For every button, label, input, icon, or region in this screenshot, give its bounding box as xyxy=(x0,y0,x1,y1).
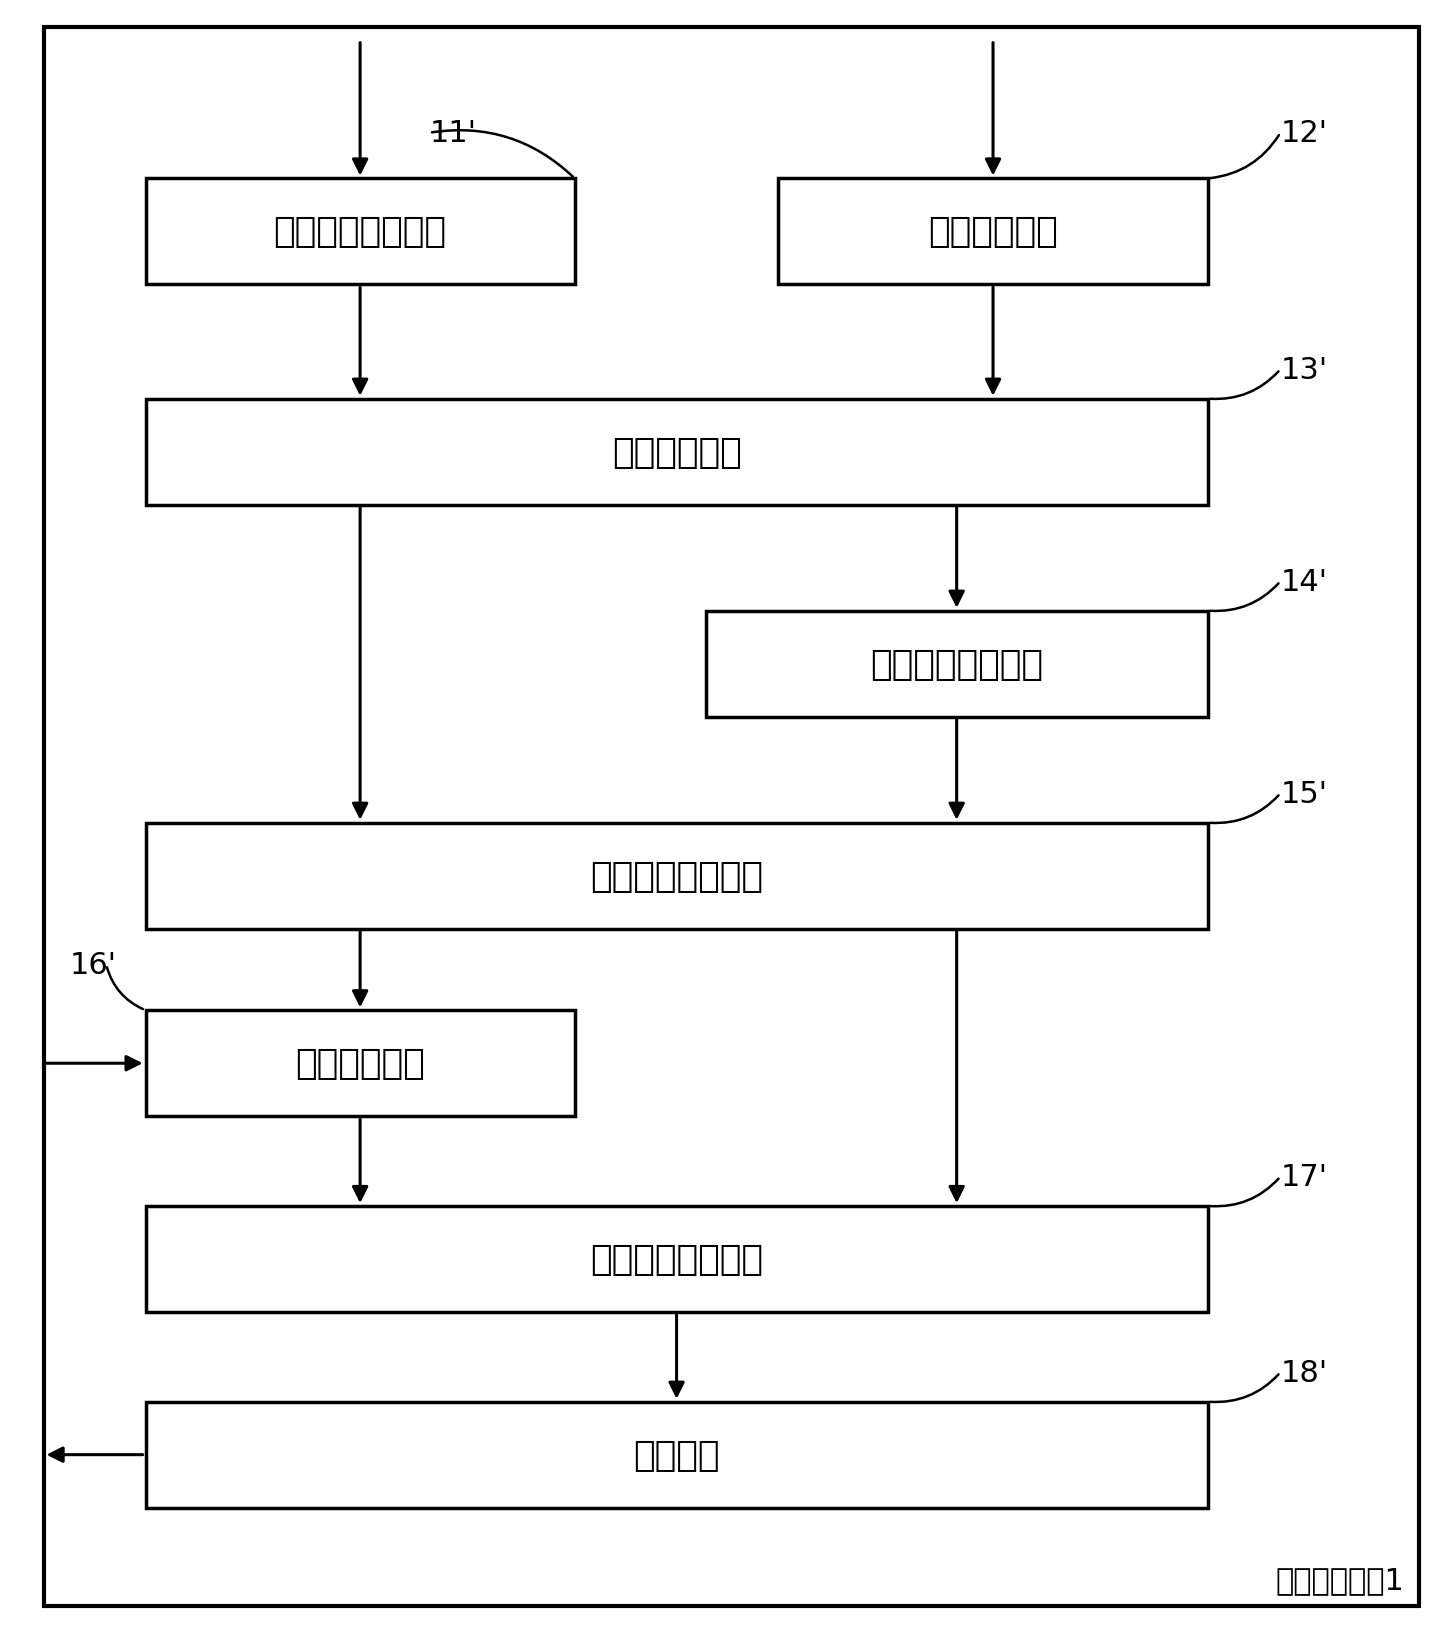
Bar xyxy=(146,1011,575,1117)
Bar xyxy=(706,611,1208,717)
Text: 第一位置确定装置: 第一位置确定装置 xyxy=(591,1242,762,1276)
Text: 12': 12' xyxy=(1280,119,1327,148)
Text: 16': 16' xyxy=(70,950,116,980)
Text: 提供装置: 提供装置 xyxy=(633,1438,720,1472)
Text: 第二关系建立装置: 第二关系建立装置 xyxy=(591,859,762,893)
Text: 14': 14' xyxy=(1280,567,1327,597)
Bar xyxy=(146,1402,1208,1508)
Text: 目标位置确定装置: 目标位置确定装置 xyxy=(870,647,1043,681)
Bar xyxy=(146,399,1208,505)
Text: 15': 15' xyxy=(1280,779,1327,808)
Text: 17': 17' xyxy=(1280,1162,1327,1192)
Text: 响应接收装置: 响应接收装置 xyxy=(611,435,742,469)
Text: 请求发送装置: 请求发送装置 xyxy=(928,215,1058,249)
Text: 位置确定设备1: 位置确定设备1 xyxy=(1275,1565,1404,1594)
Bar xyxy=(146,1206,1208,1312)
Text: 18': 18' xyxy=(1280,1358,1327,1387)
Text: 第一关系建立装置: 第一关系建立装置 xyxy=(274,215,447,249)
Text: 13': 13' xyxy=(1280,355,1327,385)
Bar xyxy=(146,823,1208,929)
Bar xyxy=(146,179,575,285)
Text: 请求获取装置: 请求获取装置 xyxy=(295,1046,425,1081)
Text: 11': 11' xyxy=(429,119,476,148)
Bar xyxy=(778,179,1208,285)
